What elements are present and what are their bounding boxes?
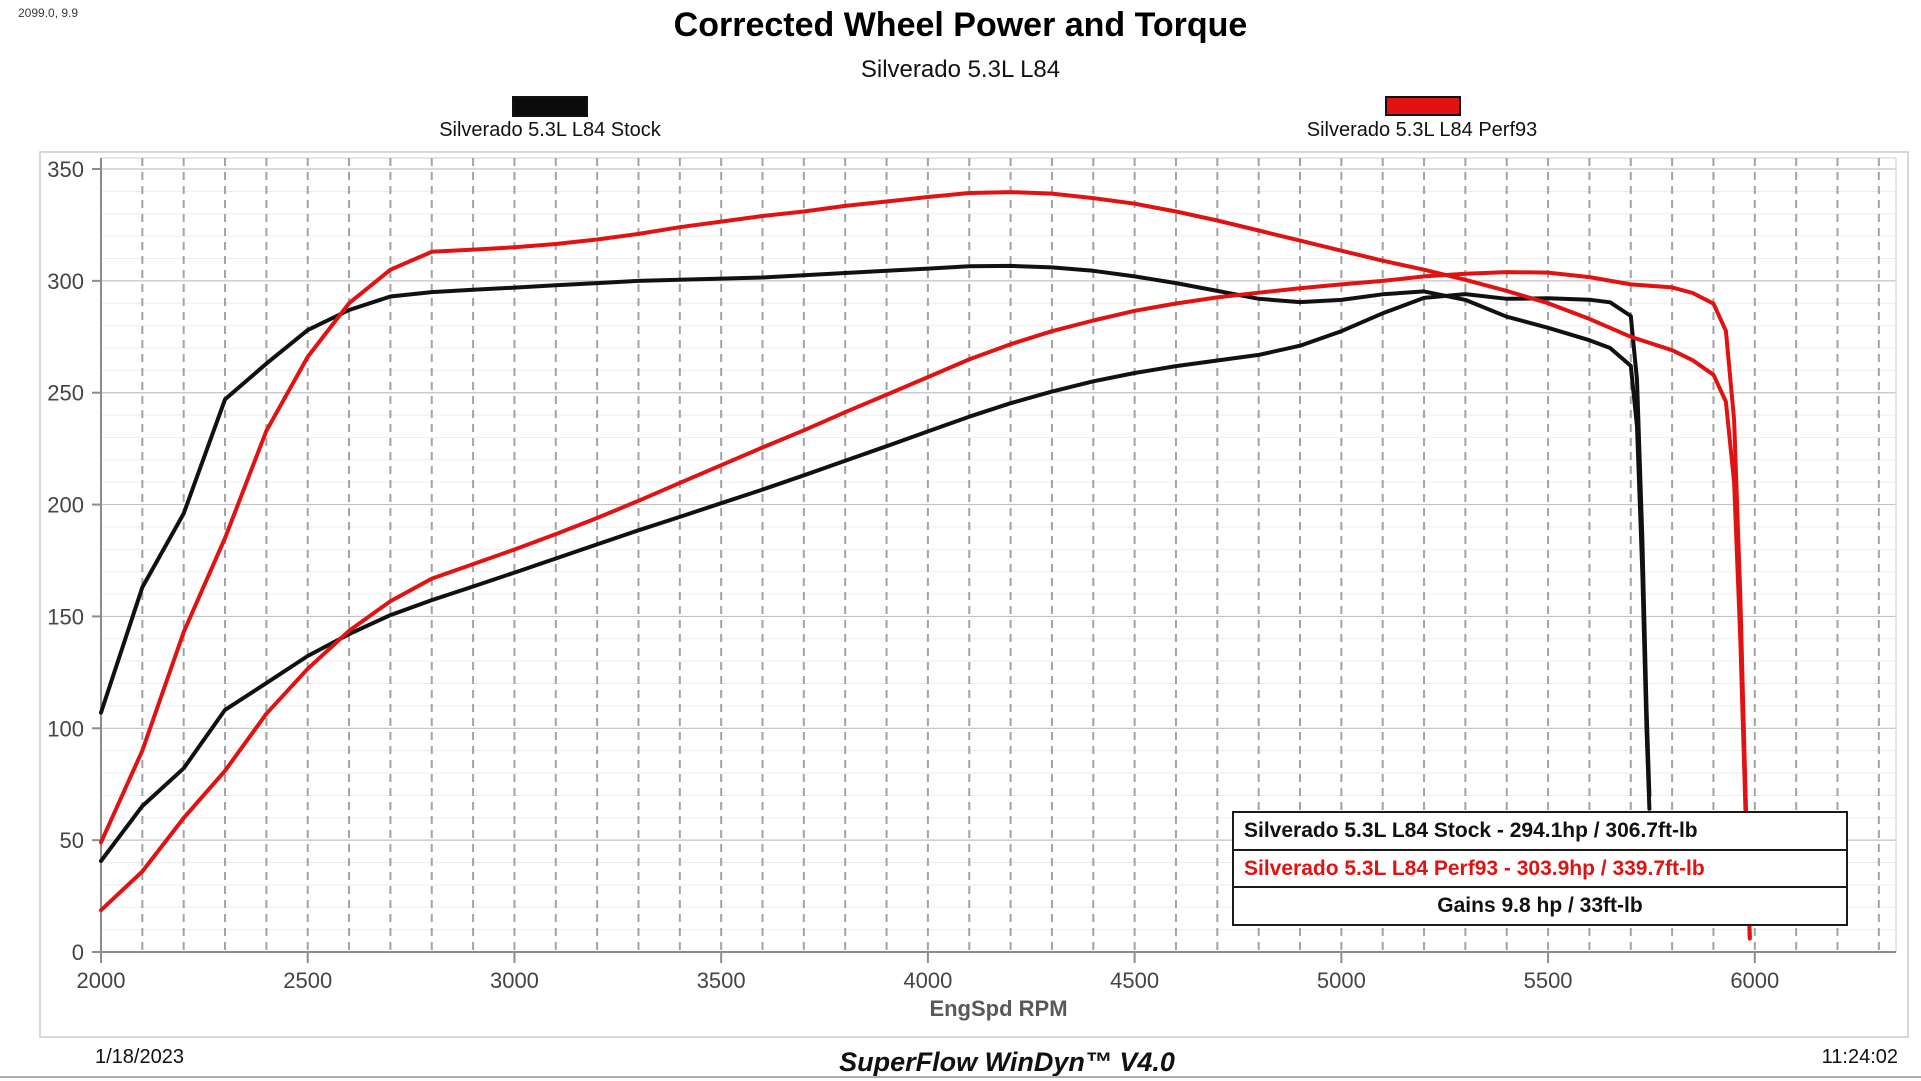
footer-app-name: SuperFlow WinDyn™ V4.0 xyxy=(839,1047,1175,1077)
legend-label-perf93: Silverado 5.3L L84 Perf93 xyxy=(1306,119,1538,141)
y-axis-ticks: 0 50 100 150 200 250 300 350 xyxy=(47,157,100,965)
svg-text:50: 50 xyxy=(60,828,84,853)
footer-time: 11:24:02 xyxy=(1821,1046,1898,1068)
legend-label-stock: Silverado 5.3L L84 Stock xyxy=(439,119,661,141)
svg-text:150: 150 xyxy=(47,604,84,629)
legend-swatch-stock xyxy=(512,96,588,117)
page-bottom-divider xyxy=(0,1076,1921,1078)
result-row-gains: Gains 9.8 hp / 33ft-lb xyxy=(1234,886,1846,924)
svg-text:3000: 3000 xyxy=(490,968,539,993)
svg-text:4500: 4500 xyxy=(1110,968,1159,993)
page-title: Corrected Wheel Power and Torque xyxy=(673,6,1248,44)
legend-swatch-perf93 xyxy=(1385,96,1461,116)
svg-text:350: 350 xyxy=(47,157,84,182)
major-h-gridlines xyxy=(101,168,1896,841)
svg-text:5000: 5000 xyxy=(1317,968,1366,993)
chart-panel-border xyxy=(39,151,1909,1038)
page-subtitle: Silverado 5.3L L84 xyxy=(860,56,1061,83)
svg-text:100: 100 xyxy=(47,716,84,741)
series-0-curve xyxy=(99,263,1652,811)
series-3-curve xyxy=(99,270,1752,939)
series-1-curve xyxy=(99,292,1652,863)
footer-date: 1/18/2023 xyxy=(95,1046,184,1068)
svg-text:250: 250 xyxy=(47,381,84,406)
svg-text:5500: 5500 xyxy=(1524,968,1573,993)
svg-text:2000: 2000 xyxy=(77,968,126,993)
result-row-perf93: Silverado 5.3L L84 Perf93 - 303.9hp / 33… xyxy=(1234,848,1846,887)
x-axis-ticks: 2000 2500 3000 3500 4000 4500 5000 5500 6000 xyxy=(77,953,1779,993)
result-row-stock: Silverado 5.3L L84 Stock - 294.1hp / 306… xyxy=(1244,818,1698,842)
svg-text:2500: 2500 xyxy=(283,968,332,993)
svg-text:6000: 6000 xyxy=(1730,968,1779,993)
svg-text:3500: 3500 xyxy=(697,968,746,993)
results-info-box: Silverado 5.3L L84 Stock - 294.1hp / 306… xyxy=(1232,811,1848,926)
svg-text:0: 0 xyxy=(72,940,84,965)
svg-text:300: 300 xyxy=(47,269,84,294)
cursor-position-readout: 2099.0, 9.9 xyxy=(18,6,79,20)
svg-text:4000: 4000 xyxy=(903,968,952,993)
svg-text:200: 200 xyxy=(47,493,84,518)
series-2-curve xyxy=(99,190,1752,941)
x-axis-title: EngSpd RPM xyxy=(929,996,1068,1021)
